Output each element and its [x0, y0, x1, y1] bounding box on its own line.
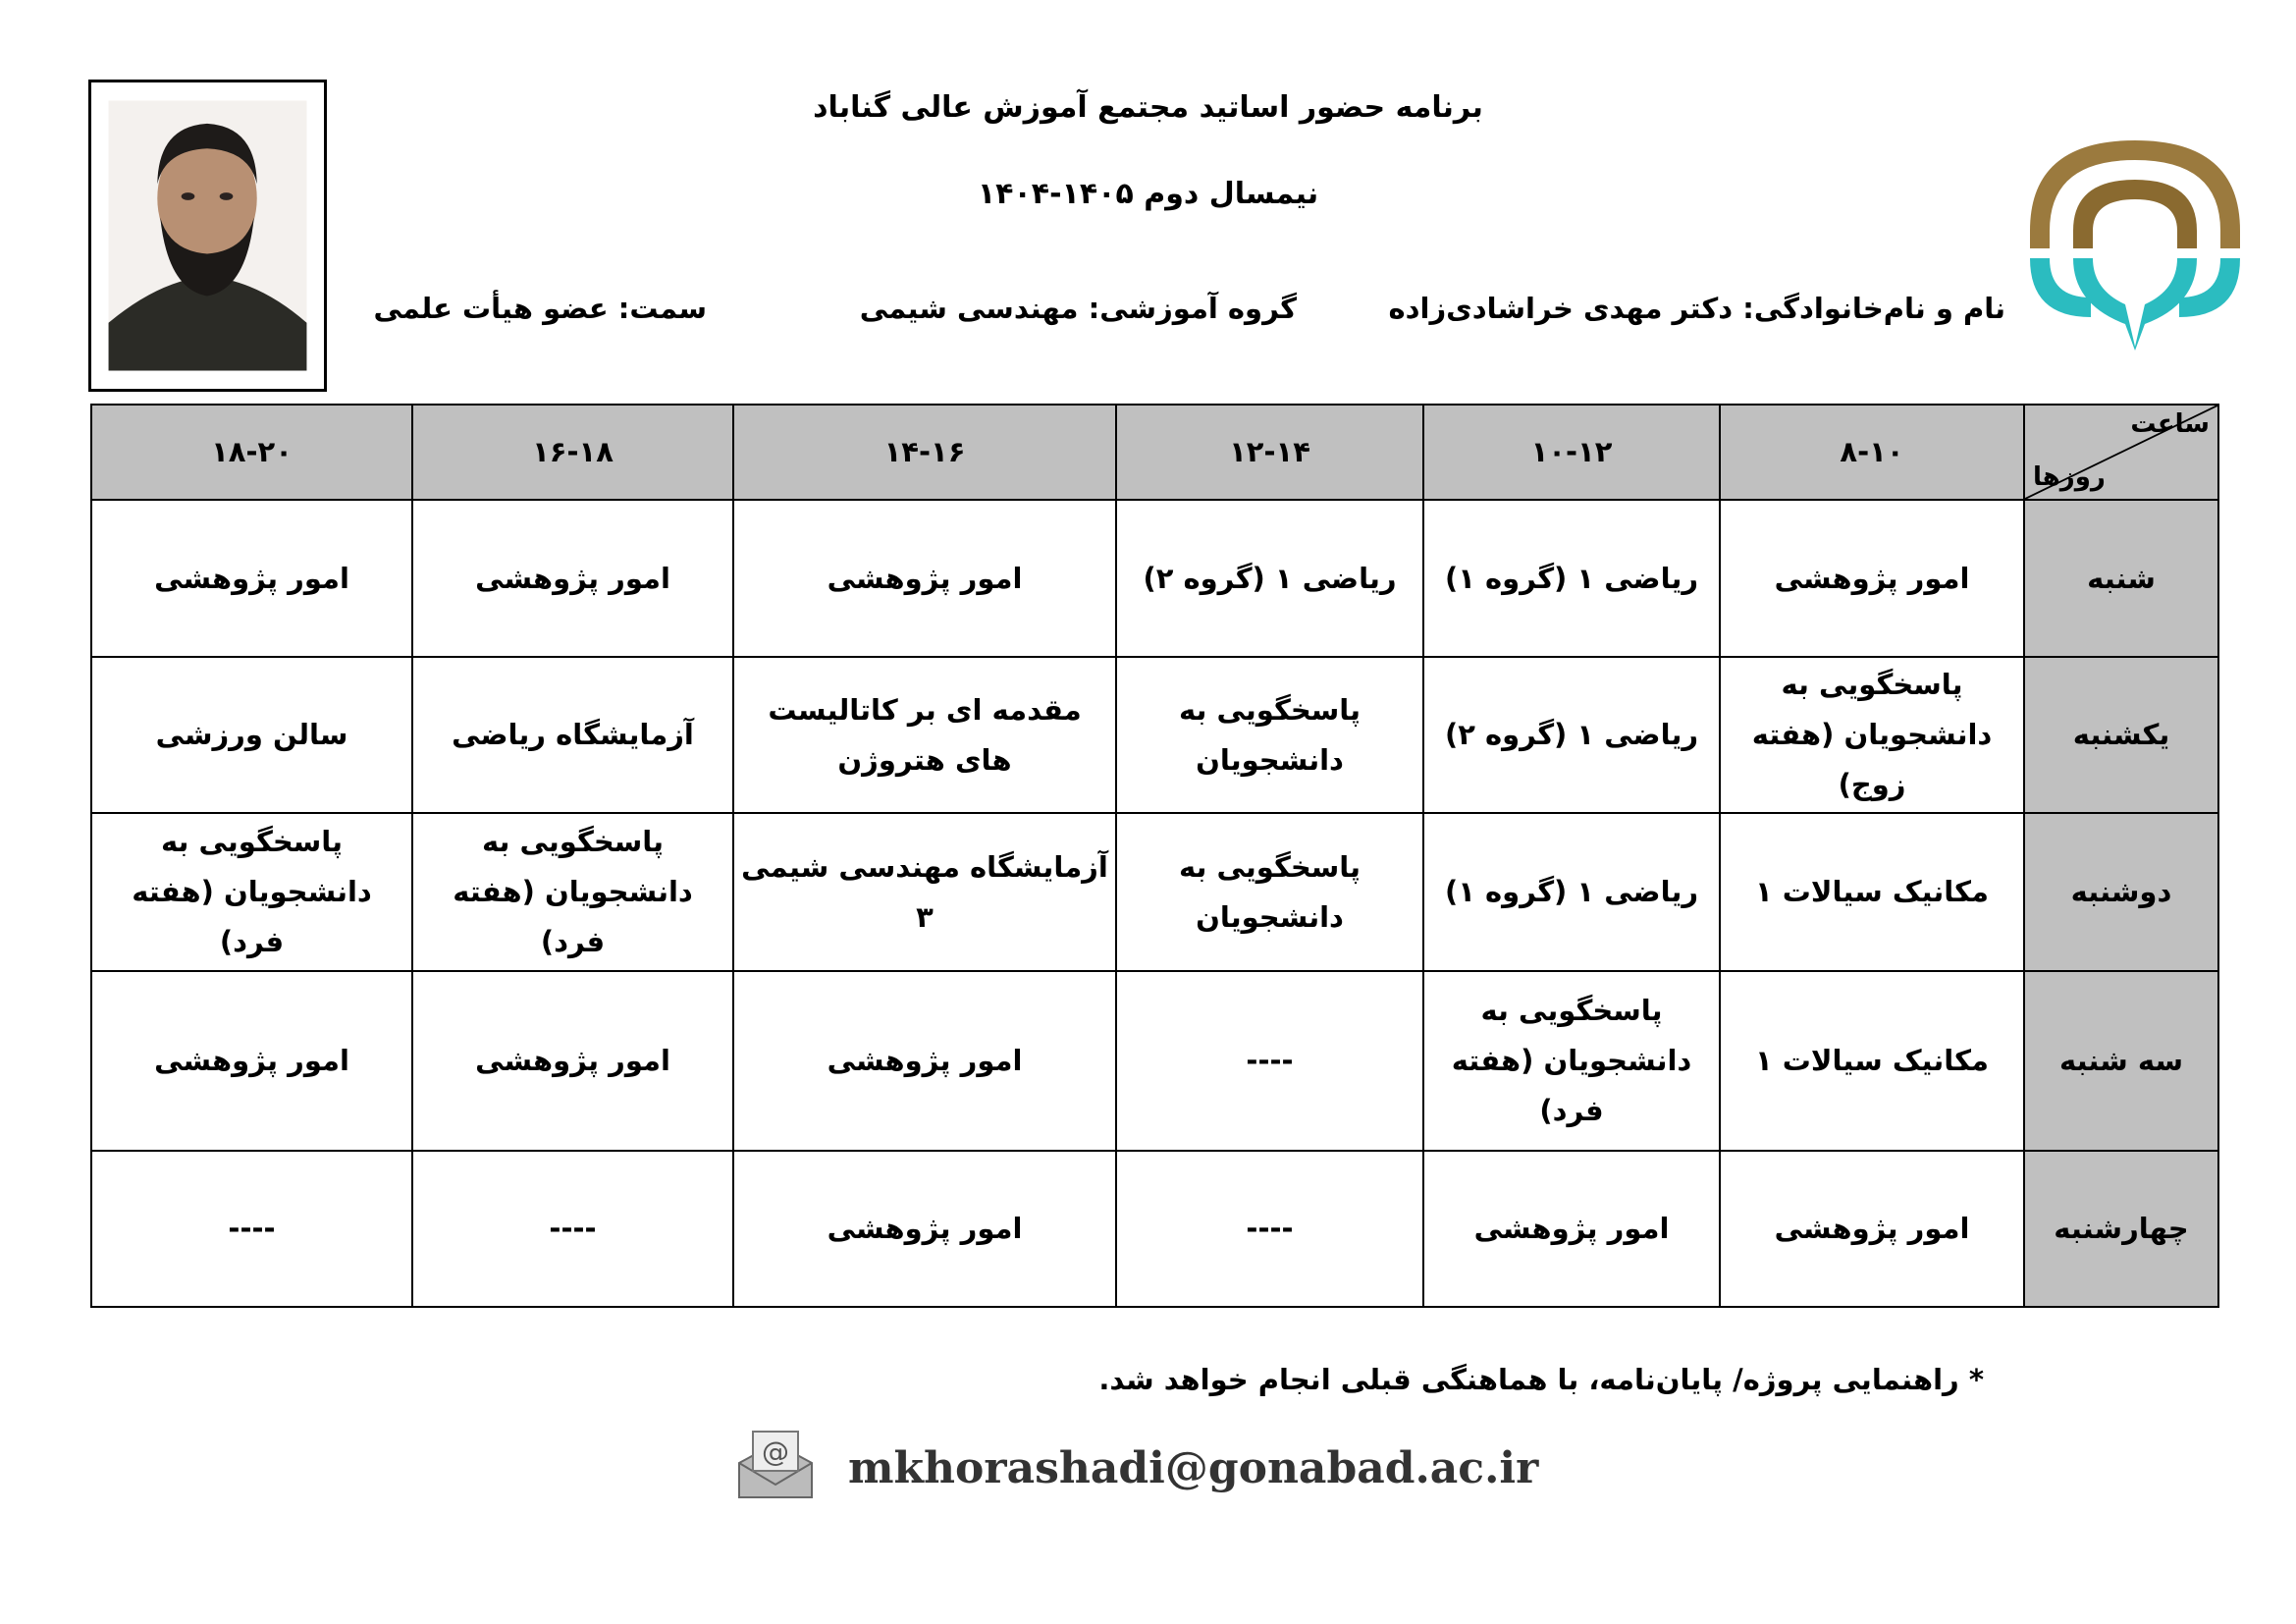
- schedule-cell: پاسخگویی به دانشجویان: [1115, 812, 1424, 972]
- corner-header: ساعت روزها: [2023, 404, 2219, 501]
- schedule-cell: ریاضی ۱ (گروه ۲): [1422, 656, 1721, 814]
- schedule-cell: امور پژوهشی: [1719, 1150, 2025, 1308]
- day-label: شنبه: [2023, 499, 2219, 658]
- instructor-name: نام و نام‌خانوادگی: دکتر مهدی خراشادی‌زا…: [1388, 292, 2006, 325]
- schedule-cell: ریاضی ۱ (گروه ۱): [1422, 812, 1721, 972]
- schedule-cell: امور پژوهشی: [411, 970, 734, 1152]
- semester-label: نیمسال دوم ۱۴۰۵-۱۴۰۴: [977, 177, 1319, 211]
- schedule-cell: ریاضی ۱ (گروه ۱): [1422, 499, 1721, 658]
- department-label: گروه آموزشی: مهندسی شیمی: [859, 292, 1297, 325]
- day-label: دوشنبه: [2023, 812, 2219, 972]
- table-row: یکشنبه پاسخگویی به دانشجویان (هفته زوج) ری…: [90, 656, 2219, 814]
- table-row: سه شنبه مکانیک سیالات ۱ پاسخگویی به دانشجو…: [90, 970, 2219, 1152]
- schedule-cell: ----: [411, 1150, 734, 1308]
- schedule-cell: امور پژوهشی: [1422, 1150, 1721, 1308]
- schedule-cell: امور پژوهشی: [1719, 499, 2025, 658]
- email-link[interactable]: mkhorashadi@gonabad.ac.ir: [848, 1443, 1539, 1493]
- schedule-cell: ----: [1115, 970, 1424, 1152]
- schedule-cell: امور پژوهشی: [732, 499, 1117, 658]
- profile-photo: [88, 80, 327, 392]
- schedule-cell: پاسخگویی به دانشجویان (هفته زوج): [1719, 656, 2025, 814]
- table-row: شنبه امور پژوهشی ریاضی ۱ (گروه ۱) ریاضی ۱ (…: [90, 499, 2219, 658]
- time-slot-header: ۱۴-۱۶: [732, 404, 1117, 501]
- person-photo-icon: [108, 100, 307, 371]
- svg-text:@: @: [762, 1435, 789, 1468]
- schedule-table: ساعت روزها ۸-۱۰ ۱۰-۱۲ ۱۲-۱۴ ۱۴-۱۶ ۱۶-۱۸ …: [90, 404, 2219, 1308]
- schedule-cell: امور پژوهشی: [90, 970, 413, 1152]
- hour-label: ساعت: [2130, 409, 2210, 439]
- schedule-cell: مکانیک سیالات ۱: [1719, 812, 2025, 972]
- page-title: برنامه حضور اساتید مجتمع آموزش عالی گناب…: [813, 90, 1483, 125]
- schedule-cell: پاسخگویی به دانشجویان (هفته فرد): [90, 812, 413, 972]
- schedule-cell: امور پژوهشی: [411, 499, 734, 658]
- time-slot-header: ۱۲-۱۴: [1115, 404, 1424, 501]
- schedule-cell: آزمایشگاه ریاضی: [411, 656, 734, 814]
- day-label: سه شنبه: [2023, 970, 2219, 1152]
- schedule-cell: آزمایشگاه مهندسی شیمی ۳: [732, 812, 1117, 972]
- schedule-cell: پاسخگویی به دانشجویان: [1115, 656, 1424, 814]
- schedule-cell: امور پژوهشی: [732, 970, 1117, 1152]
- table-row: چهارشنبه امور پژوهشی امور پژوهشی ---- امور پ…: [90, 1150, 2219, 1308]
- time-slot-header: ۸-۱۰: [1719, 404, 2025, 501]
- days-label: روزها: [2033, 461, 2106, 492]
- time-slot-header: ۱۶-۱۸: [411, 404, 734, 501]
- university-logo: [2022, 133, 2248, 351]
- diagonal-divider: [2025, 406, 2217, 499]
- table-row: دوشنبه مکانیک سیالات ۱ ریاضی ۱ (گروه ۱) پاس…: [90, 812, 2219, 972]
- schedule-cell: مکانیک سیالات ۱: [1719, 970, 2025, 1152]
- schedule-cell: پاسخگویی به دانشجویان (هفته فرد): [1422, 970, 1721, 1152]
- schedule-cell: پاسخگویی به دانشجویان (هفته فرد): [411, 812, 734, 972]
- header-row: ساعت روزها ۸-۱۰ ۱۰-۱۲ ۱۲-۱۴ ۱۴-۱۶ ۱۶-۱۸ …: [90, 404, 2219, 501]
- position-label: سمت: عضو هیأت علمی: [373, 292, 707, 325]
- time-slot-header: ۱۸-۲۰: [90, 404, 413, 501]
- schedule-cell: سالن ورزشی: [90, 656, 413, 814]
- schedule-cell: ----: [90, 1150, 413, 1308]
- schedule-cell: مقدمه ای بر کاتالیست های هتروژن: [732, 656, 1117, 814]
- schedule-cell: امور پژوهشی: [732, 1150, 1117, 1308]
- day-label: یکشنبه: [2023, 656, 2219, 814]
- footnote: * راهنمایی پروژه/ پایان‌نامه، با هماهنگی…: [1098, 1363, 1984, 1396]
- schedule-cell: امور پژوهشی: [90, 499, 413, 658]
- day-label: چهارشنبه: [2023, 1150, 2219, 1308]
- email-icon: @: [731, 1424, 820, 1512]
- schedule-cell: ----: [1115, 1150, 1424, 1308]
- time-slot-header: ۱۰-۱۲: [1422, 404, 1721, 501]
- schedule-cell: ریاضی ۱ (گروه ۲): [1115, 499, 1424, 658]
